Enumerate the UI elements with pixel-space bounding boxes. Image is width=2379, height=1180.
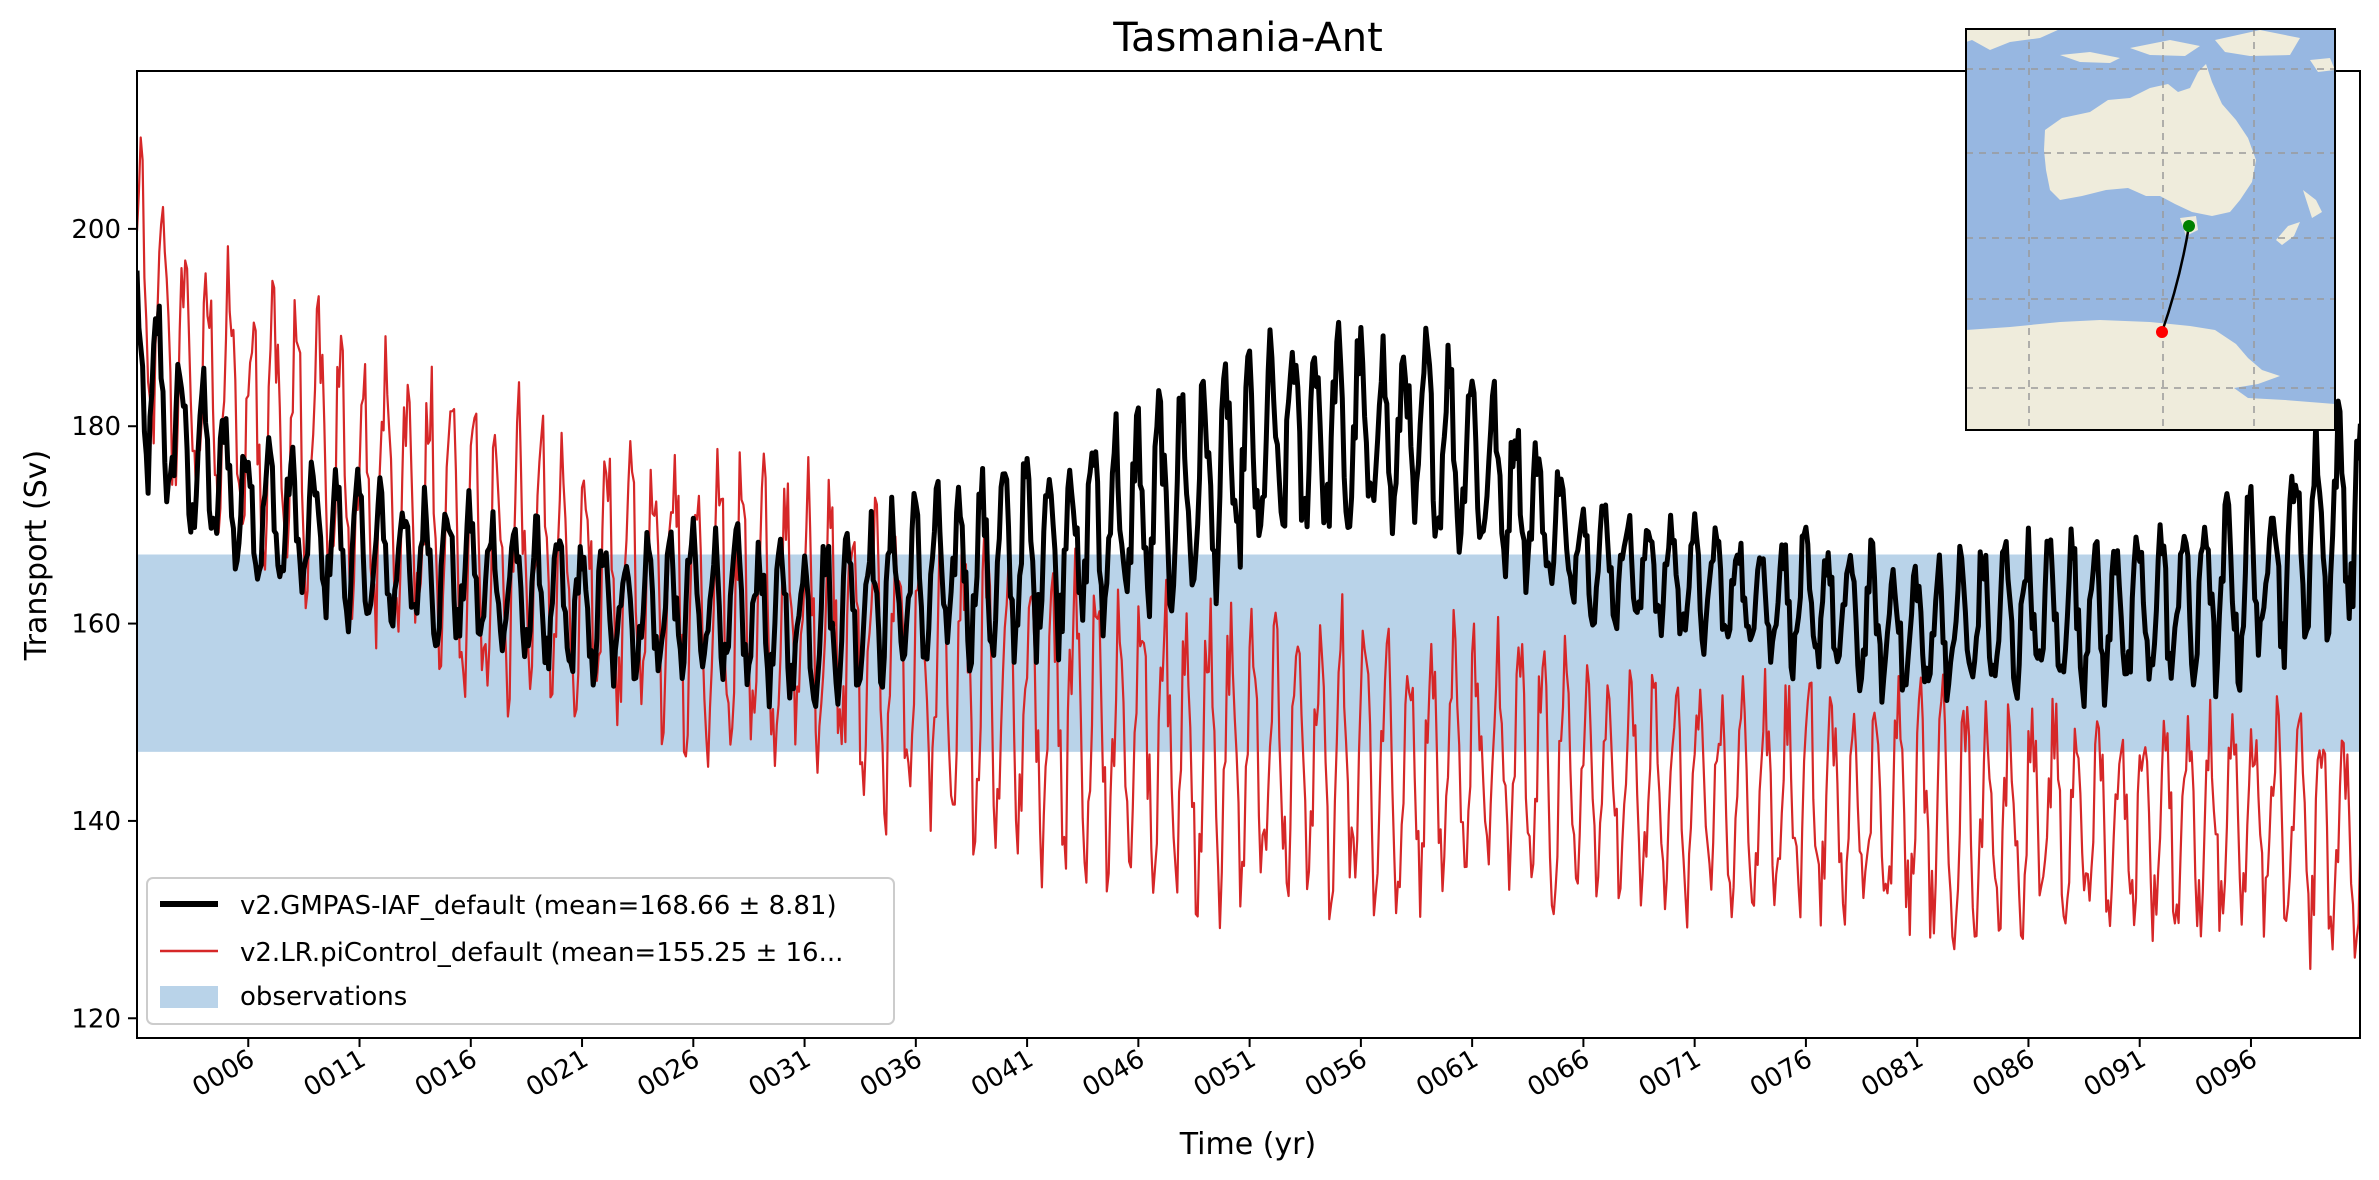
map-land	[1966, 29, 2335, 430]
chart-title: Tasmania-Ant	[1112, 15, 1383, 61]
x-tick-label: 0011	[299, 1044, 371, 1103]
x-tick-label: 0096	[2190, 1044, 2262, 1103]
x-tick-label: 0081	[1856, 1044, 1928, 1103]
transect-end-marker	[2156, 326, 2168, 338]
x-tick-label: 0051	[1189, 1044, 1261, 1103]
map-graticule	[1966, 29, 2335, 430]
plot-frame	[136, 70, 2361, 1039]
legend-label-observations: observations	[240, 982, 407, 1012]
map-antarctica	[1966, 320, 2335, 430]
x-tick-label: 0091	[2079, 1044, 2151, 1103]
x-tick-label: 0026	[632, 1044, 704, 1103]
y-tick-label: 120	[71, 1004, 121, 1034]
x-tick-label: 0066	[1523, 1044, 1595, 1103]
x-axis-ticks: 0006 0011 0016 0021 0026 0031 0036 0041 0046 0051…	[187, 1038, 2262, 1103]
series-line-picontrol	[137, 136, 2360, 971]
map-australia	[2044, 64, 2256, 216]
x-tick-label: 0041	[966, 1044, 1038, 1103]
x-tick-label: 0046	[1078, 1044, 1150, 1103]
legend: v2.GMPAS-IAF_default (mean=168.66 ± 8.81…	[146, 877, 895, 1025]
y-axis-label: Transport (Sv)	[19, 450, 54, 662]
legend-label-picontrol: v2.LR.piControl_default (mean=155.25 ± 1…	[240, 938, 843, 968]
series-layer	[137, 136, 2360, 971]
legend-swatch-observations	[160, 986, 218, 1008]
x-tick-label: 0021	[521, 1044, 593, 1103]
series-line-gmpas	[137, 270, 2360, 710]
inset-map-frame	[1965, 28, 2336, 431]
y-tick-label: 180	[71, 412, 121, 442]
transect-start-marker	[2183, 220, 2195, 232]
x-tick-label: 0006	[187, 1044, 259, 1103]
y-tick-label: 200	[71, 215, 121, 245]
x-tick-label: 0076	[1745, 1044, 1817, 1103]
map-indonesia-islands	[2060, 30, 2335, 72]
x-tick-label: 0056	[1300, 1044, 1372, 1103]
y-axis-ticks: 120 140 160 180 200	[71, 215, 137, 1034]
x-tick-label: 0036	[855, 1044, 927, 1103]
inset-map	[1965, 28, 2336, 431]
x-tick-label: 0071	[1634, 1044, 1706, 1103]
x-tick-label: 0016	[410, 1044, 482, 1103]
legend-frame	[146, 877, 895, 1025]
y-tick-label: 140	[71, 807, 121, 837]
transect-line	[2160, 225, 2191, 333]
x-tick-label: 0086	[1968, 1044, 2040, 1103]
x-tick-label: 0031	[744, 1044, 816, 1103]
x-tick-label: 0061	[1411, 1044, 1483, 1103]
map-new-zealand	[2276, 190, 2322, 245]
y-tick-label: 160	[71, 610, 121, 640]
x-axis-label: Time (yr)	[1179, 1127, 1316, 1162]
legend-label-gmpas: v2.GMPAS-IAF_default (mean=168.66 ± 8.81…	[240, 891, 837, 921]
map-asia-land	[1966, 29, 2060, 50]
